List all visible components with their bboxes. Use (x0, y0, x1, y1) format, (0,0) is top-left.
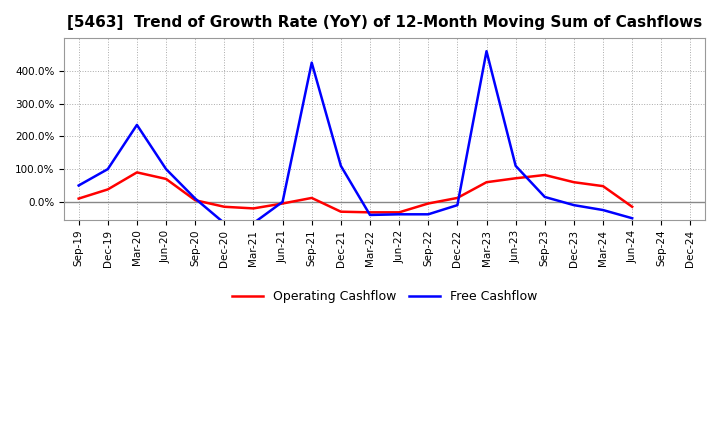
Free Cashflow (395, 212, 403, 217)
Operating Cashflow (74, 196, 83, 201)
Free Cashflow (511, 163, 520, 169)
Operating Cashflow (191, 198, 199, 203)
Free Cashflow (628, 216, 636, 221)
Operating Cashflow (162, 176, 171, 182)
Free Cashflow (191, 196, 199, 201)
Operating Cashflow (395, 210, 403, 215)
Free Cashflow (278, 199, 287, 205)
Operating Cashflow (511, 176, 520, 181)
Operating Cashflow (541, 172, 549, 178)
Free Cashflow (104, 166, 112, 172)
Operating Cashflow (570, 180, 578, 185)
Operating Cashflow (599, 183, 608, 189)
Free Cashflow (366, 213, 374, 218)
Operating Cashflow (104, 187, 112, 192)
Free Cashflow (453, 202, 462, 208)
Free Cashflow (482, 48, 491, 54)
Line: Operating Cashflow: Operating Cashflow (78, 172, 632, 213)
Free Cashflow (162, 166, 171, 172)
Operating Cashflow (366, 210, 374, 215)
Free Cashflow (307, 60, 316, 65)
Free Cashflow (249, 220, 258, 226)
Free Cashflow (541, 194, 549, 200)
Operating Cashflow (249, 206, 258, 211)
Operating Cashflow (278, 201, 287, 206)
Operating Cashflow (336, 209, 345, 214)
Free Cashflow (336, 163, 345, 169)
Free Cashflow (424, 212, 433, 217)
Free Cashflow (74, 183, 83, 188)
Operating Cashflow (307, 195, 316, 201)
Free Cashflow (599, 207, 608, 213)
Operating Cashflow (424, 201, 433, 206)
Operating Cashflow (628, 204, 636, 209)
Operating Cashflow (132, 170, 141, 175)
Title: [5463]  Trend of Growth Rate (YoY) of 12-Month Moving Sum of Cashflows: [5463] Trend of Growth Rate (YoY) of 12-… (67, 15, 702, 30)
Legend: Operating Cashflow, Free Cashflow: Operating Cashflow, Free Cashflow (227, 285, 542, 308)
Operating Cashflow (220, 204, 229, 209)
Operating Cashflow (453, 195, 462, 201)
Free Cashflow (132, 122, 141, 128)
Line: Free Cashflow: Free Cashflow (78, 51, 632, 223)
Operating Cashflow (482, 180, 491, 185)
Free Cashflow (220, 220, 229, 226)
Free Cashflow (570, 202, 578, 208)
